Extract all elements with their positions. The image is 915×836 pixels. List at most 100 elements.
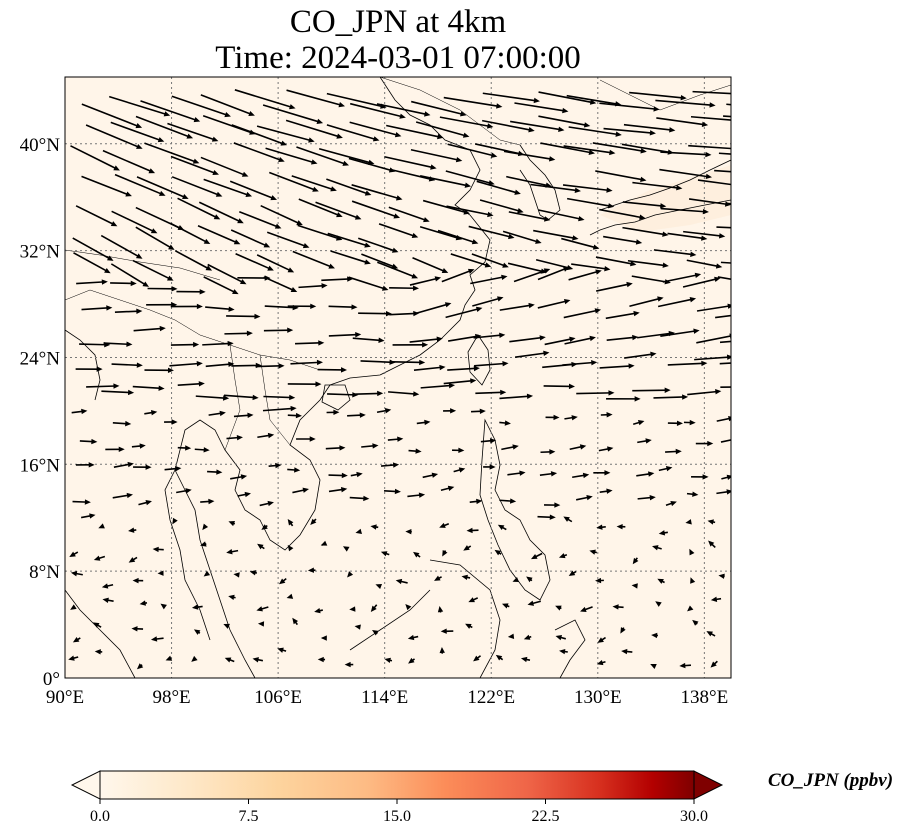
wind-arrow-head	[526, 393, 534, 400]
wind-arrow-head	[248, 110, 255, 117]
wind-arrow-shaft	[135, 115, 190, 138]
wind-arrow-shaft	[596, 283, 630, 292]
wind-arrow-head	[702, 474, 709, 480]
wind-arrow-head	[465, 623, 472, 629]
wind-arrow-head	[399, 113, 406, 119]
wind-arrow-head	[101, 583, 109, 589]
wind-arrow-head	[215, 191, 223, 197]
wind-arrow-head	[528, 127, 535, 133]
wind-arrow-head	[535, 238, 542, 244]
wind-arrow-shaft	[262, 407, 294, 412]
wind-arrow-head	[563, 516, 570, 522]
wind-arrow-head	[267, 500, 274, 507]
wind-arrow-shaft	[509, 336, 543, 343]
wind-arrow-head	[157, 570, 164, 576]
wind-arrow-shaft	[719, 362, 731, 365]
wind-arrow-head	[263, 242, 271, 248]
wind-arrow-head	[113, 165, 120, 171]
wind-arrow-shaft	[81, 307, 109, 311]
wind-arrow-head	[192, 158, 200, 164]
wind-arrow-head	[495, 654, 503, 661]
wind-arrow-head	[177, 225, 185, 230]
wind-arrow-shaft	[198, 201, 241, 223]
wind-arrow-head	[349, 606, 356, 612]
wind-arrow-head	[136, 362, 143, 368]
wind-arrow-head	[652, 545, 659, 551]
wind-arrow-head	[384, 657, 391, 664]
wind-arrow-shaft	[234, 89, 293, 109]
wind-arrow-head	[94, 649, 101, 655]
wind-arrow-head	[196, 303, 203, 310]
wind-arrow-head	[254, 313, 261, 320]
wind-arrow-head	[244, 491, 252, 498]
wind-arrow-head	[320, 540, 328, 546]
wind-arrow-shaft	[687, 390, 718, 396]
wind-arrow-shaft	[636, 332, 672, 339]
wind-arrow-head	[132, 577, 139, 584]
wind-arrow-shaft	[132, 385, 162, 390]
wind-arrow-shaft	[114, 310, 139, 313]
wind-arrow-head	[653, 106, 660, 112]
wind-arrow-head	[142, 281, 149, 287]
wind-arrow-shaft	[696, 335, 731, 344]
wind-arrow-head	[91, 438, 98, 445]
wind-arrow-shaft	[349, 496, 366, 500]
lat-tick-label: 24°N	[20, 348, 61, 369]
wind-arrow-shaft	[537, 267, 567, 281]
wind-arrow-head	[344, 661, 351, 668]
wind-arrow-head	[679, 662, 686, 669]
wind-arrow-head	[104, 267, 111, 274]
wind-arrow-head	[168, 244, 175, 250]
wind-arrow-shaft	[514, 102, 566, 112]
wind-arrow-shaft	[349, 102, 403, 118]
wind-arrow-head	[377, 390, 384, 397]
wind-arrow-head	[321, 283, 328, 289]
wind-arrow-shaft	[351, 184, 400, 200]
wind-arrow-head	[692, 491, 699, 497]
wind-arrow-shaft	[144, 142, 197, 163]
wind-arrow-head	[637, 420, 645, 426]
wind-arrow-shaft	[239, 211, 279, 228]
wind-arrow-head	[568, 383, 575, 390]
wind-arrow-shaft	[603, 127, 653, 134]
wind-arrow-head	[580, 606, 587, 612]
wind-arrow-head	[193, 629, 201, 635]
wind-arrow-shaft	[514, 352, 547, 358]
wind-arrow-shaft	[388, 391, 416, 395]
wind-arrow-shaft	[507, 262, 544, 273]
wind-arrow-shaft	[632, 181, 679, 189]
wind-arrow-shaft	[347, 414, 363, 417]
wind-arrow-head	[635, 239, 643, 245]
wind-arrow-head	[158, 385, 165, 391]
wind-arrow-shaft	[86, 385, 116, 388]
wind-arrow-shaft	[102, 149, 153, 173]
wind-arrow-shaft	[422, 199, 467, 214]
wind-arrow-shaft	[388, 206, 427, 222]
wind-arrow-shaft	[682, 278, 718, 288]
wind-arrow-shaft	[605, 312, 637, 320]
wind-arrow-head	[316, 359, 323, 366]
wind-arrow-shaft	[361, 253, 396, 268]
wind-arrow-shaft	[595, 256, 634, 265]
wind-arrow-head	[228, 361, 235, 367]
wind-arrow-head	[519, 470, 526, 476]
wind-arrow-head	[385, 310, 392, 317]
wind-arrow-head	[341, 472, 348, 479]
wind-arrow-shaft	[631, 275, 668, 283]
wind-arrow-head	[295, 412, 302, 419]
wind-arrow-head	[152, 546, 159, 553]
wind-arrow-shaft	[599, 365, 632, 369]
wind-arrow-head	[126, 492, 133, 499]
wind-arrow-shaft	[135, 226, 172, 249]
wind-arrow-head	[135, 253, 143, 259]
wind-arrow-shaft	[537, 300, 568, 309]
wind-arrow-head	[131, 626, 138, 632]
wind-arrow-head	[710, 661, 717, 668]
wind-arrow-head	[198, 381, 205, 387]
wind-arrow-shaft	[114, 173, 163, 196]
wind-arrow-head	[543, 216, 551, 222]
wind-arrow-shaft	[409, 338, 440, 343]
wind-arrow-shaft	[79, 343, 107, 346]
wind-arrow-head	[312, 186, 319, 192]
wind-arrow-head	[496, 103, 503, 109]
